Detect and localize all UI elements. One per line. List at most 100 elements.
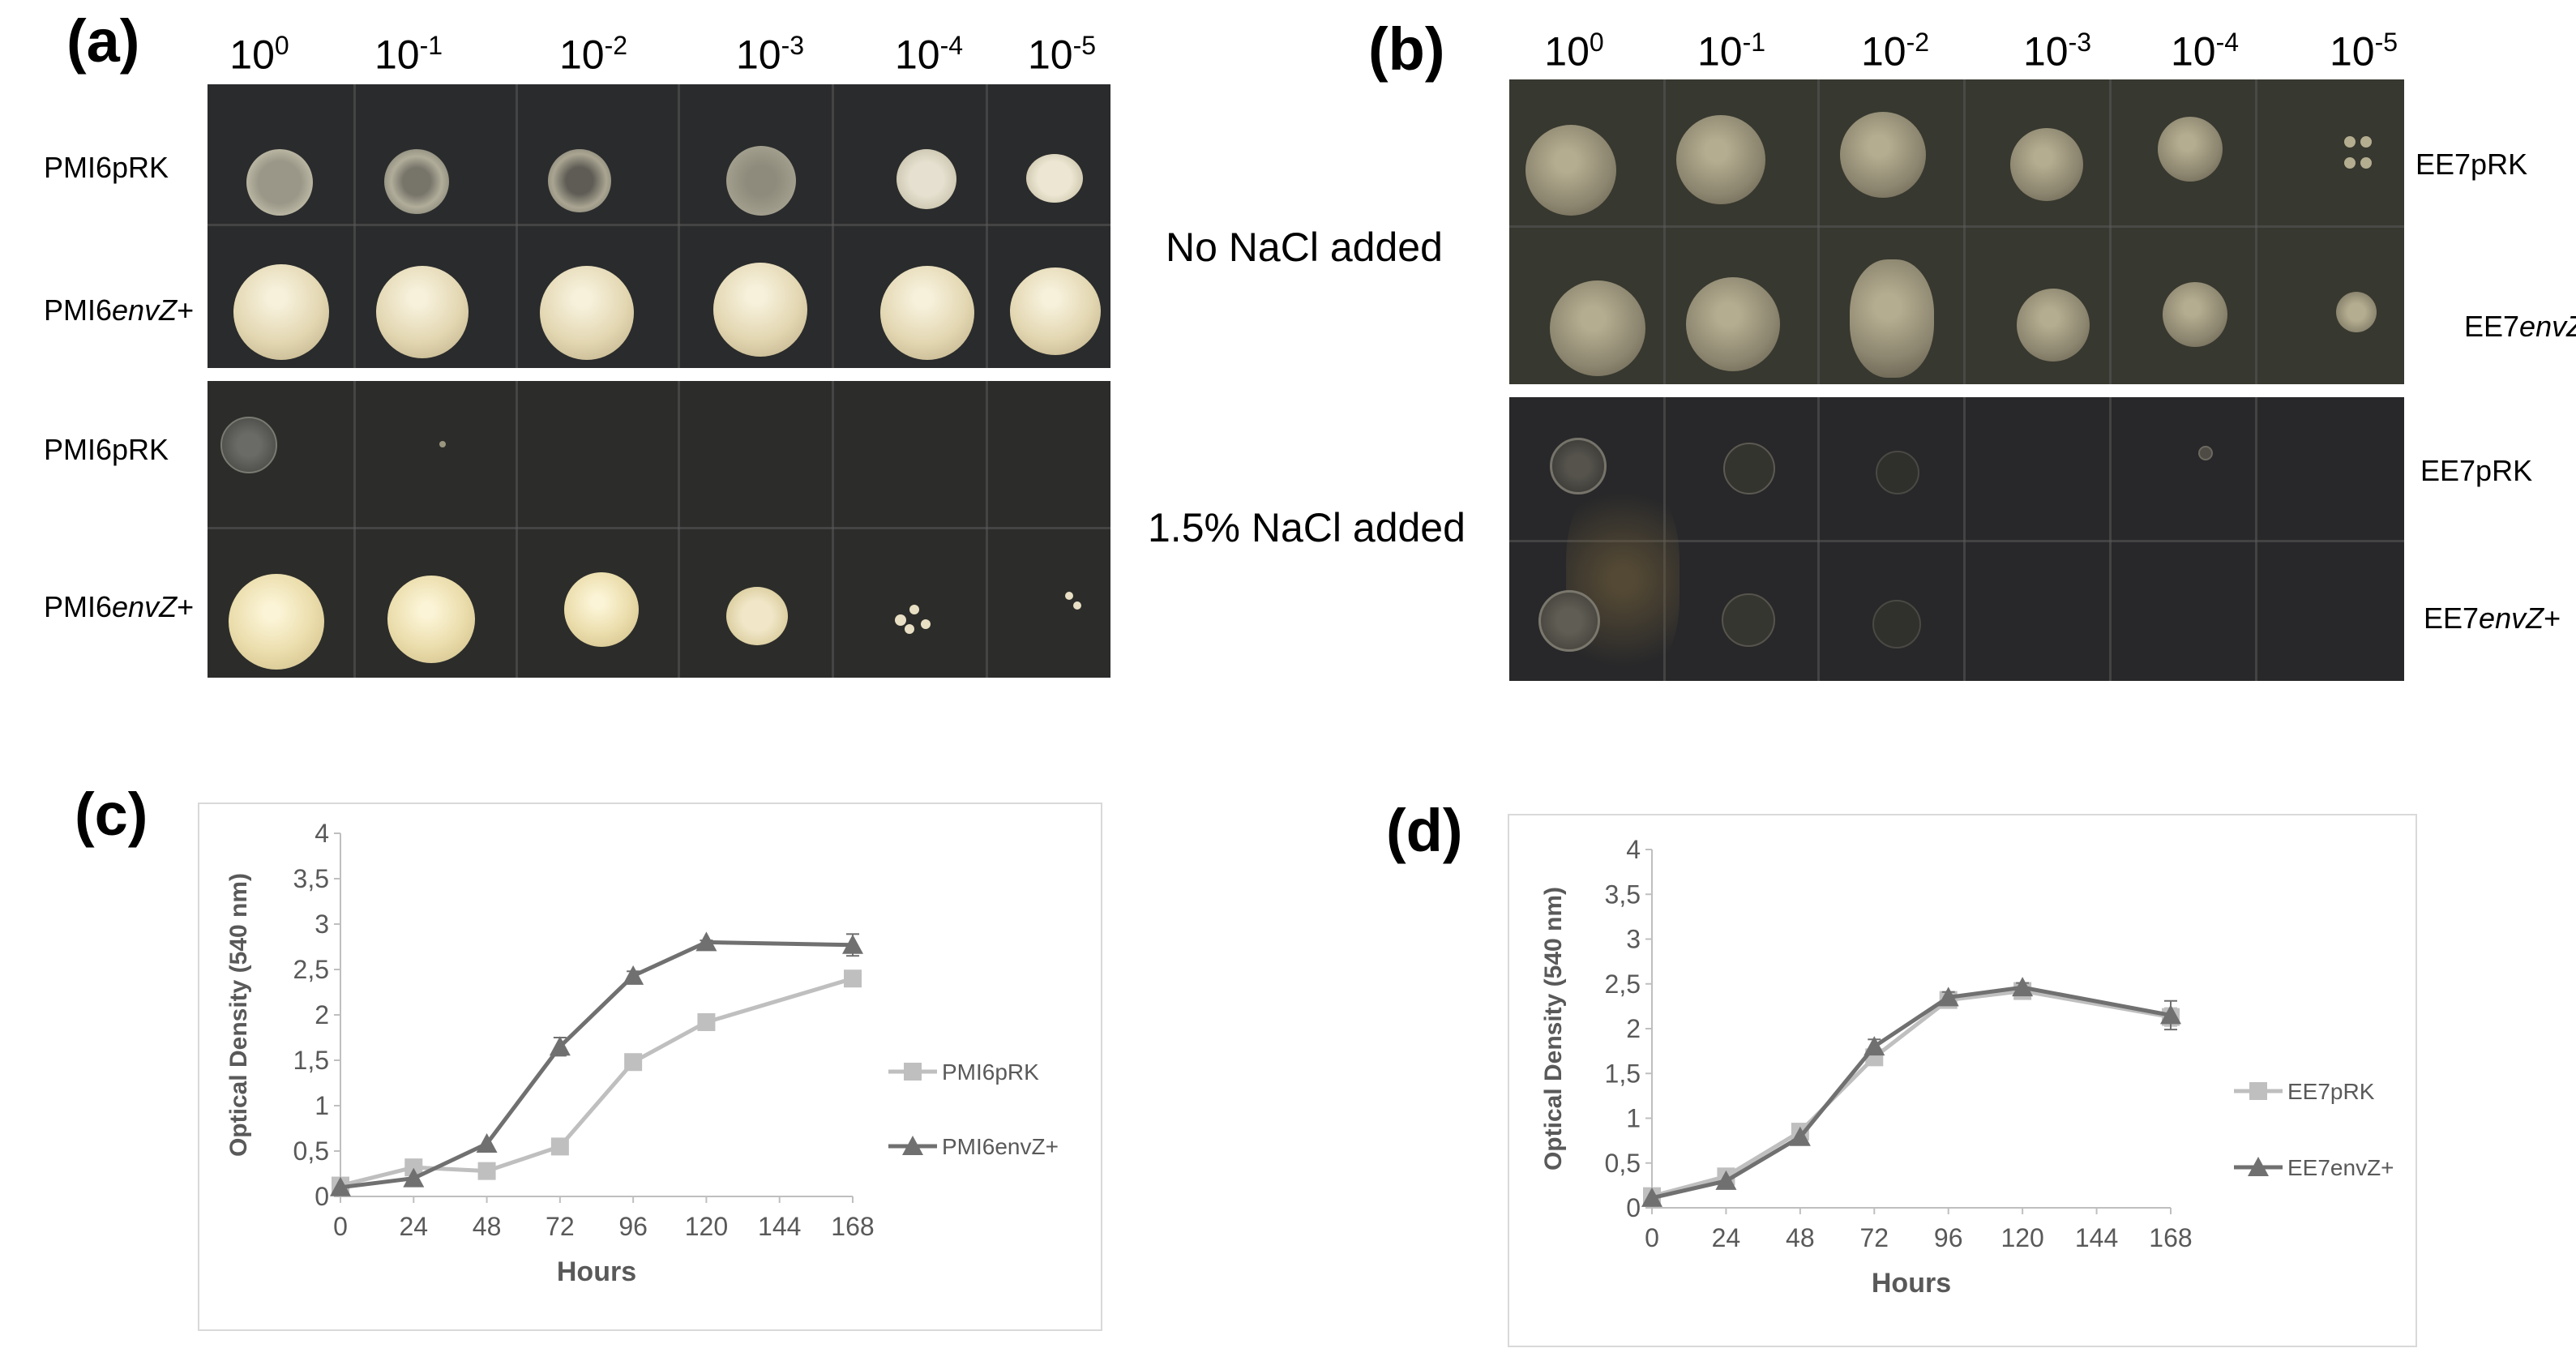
dilution-base: 10 — [558, 32, 605, 78]
data-point-square — [904, 1063, 922, 1081]
condition-label-no-nacl: No NaCl added — [1166, 225, 1443, 270]
dilution-exponent: -5 — [2374, 28, 2398, 57]
colony-spot — [1525, 125, 1616, 216]
data-point-square — [844, 969, 862, 988]
plate-gridline — [516, 84, 518, 368]
data-point-square — [2249, 1082, 2267, 1100]
data-point-triangle — [695, 931, 717, 952]
data-point-square — [404, 1158, 423, 1177]
colony-spot — [1010, 267, 1101, 355]
dilution-base: 10 — [735, 32, 781, 78]
y-tick-label: 1 — [315, 1091, 329, 1120]
dilution-label: 10-2 — [512, 31, 674, 79]
dilution-label: 10-1 — [327, 31, 490, 79]
colony-spot — [376, 266, 469, 358]
plate-gridline — [208, 527, 1110, 529]
plate-gridline — [2109, 79, 2112, 384]
chart-d-frame: 0 0,5 1 1,5 2 2,5 3 3,5 4 0 24 48 72 96 120 144 168 Hours… — [1508, 814, 2417, 1347]
colony-spot — [921, 619, 931, 629]
dilution-base: 10 — [1860, 28, 1906, 75]
dilution-exponent: 0 — [274, 31, 289, 60]
data-point-triangle — [1864, 1036, 1885, 1056]
dilution-exponent: -1 — [1742, 28, 1766, 57]
strain-label: EE7pRK — [2416, 148, 2527, 182]
legend-label: EE7envZ+ — [2287, 1155, 2394, 1180]
x-tick-label: 96 — [1934, 1223, 1963, 1252]
colony-spot — [548, 149, 611, 212]
colony-spot — [1676, 115, 1765, 204]
plate-gridline — [2255, 79, 2257, 384]
y-tick-label: 0 — [315, 1182, 329, 1211]
strain-suffix: pRK — [112, 151, 169, 184]
colony-spot — [2360, 136, 2372, 148]
data-point-triangle — [476, 1133, 498, 1153]
colony-spot — [1550, 438, 1607, 494]
y-axis-title: Optical Density (540 nm) — [1540, 887, 1567, 1171]
y-tick-label: 2 — [315, 1000, 329, 1029]
y-tick-label: 1 — [1626, 1104, 1641, 1133]
dilution-label: 10-1 — [1650, 28, 1812, 75]
plate-b-no-nacl — [1509, 79, 2404, 384]
colony-spot — [896, 149, 956, 209]
strain-prefix: PMI6 — [44, 590, 113, 623]
data-point-triangle — [403, 1167, 425, 1188]
growth-curve-chart-d: 0 0,5 1 1,5 2 2,5 3 3,5 4 0 24 48 72 96 120 144 168 Hours… — [1540, 835, 2394, 1299]
plate-a-nacl — [208, 381, 1110, 678]
dilution-label: 10-2 — [1814, 28, 1976, 75]
plate-gridline — [678, 84, 680, 368]
strain-gene: envZ — [112, 293, 178, 327]
strain-gene: envZ — [2479, 601, 2544, 635]
data-point-square — [624, 1053, 643, 1072]
y-tick-label: 3,5 — [293, 864, 329, 893]
panel-c-letter: (c) — [75, 781, 148, 848]
colony-spot — [2344, 157, 2356, 169]
colony-spot — [233, 264, 329, 360]
strain-suffix: pRK — [2475, 454, 2533, 487]
colony-spot — [880, 266, 974, 360]
x-tick-label: 168 — [831, 1212, 874, 1241]
colony-spot — [1722, 593, 1775, 647]
dilution-base: 10 — [2022, 28, 2069, 75]
x-tick-label: 0 — [1645, 1223, 1659, 1252]
colony-spot — [726, 587, 788, 645]
plate-gridline — [208, 224, 1110, 226]
y-tick-label: 0,5 — [293, 1136, 329, 1166]
dilution-label: 100 — [1493, 28, 1655, 75]
dilution-label: 100 — [178, 31, 340, 79]
dilution-exponent: -3 — [2068, 28, 2092, 57]
condition-label-nacl: 1.5% NaCl added — [1148, 505, 1466, 550]
strain-gene: envZ — [2519, 310, 2576, 343]
data-point-triangle — [1641, 1187, 1662, 1207]
colony-spot — [1065, 592, 1073, 600]
data-point-triangle — [1937, 987, 1959, 1007]
strain-label: PMI6envZ+ — [44, 293, 194, 327]
colony-spot — [1850, 259, 1934, 378]
colony-spot — [2198, 446, 2213, 460]
dilution-base: 10 — [2170, 28, 2216, 75]
dilution-label: 10-3 — [1976, 28, 2138, 75]
colony-spot — [439, 441, 446, 447]
x-tick-label: 72 — [1859, 1223, 1889, 1252]
y-tick-label: 1,5 — [293, 1046, 329, 1075]
strain-label: PMI6pRK — [44, 151, 169, 185]
plate-gridline — [1663, 79, 1666, 384]
plate-gridline — [353, 84, 356, 368]
legend-label: PMI6envZ+ — [942, 1134, 1059, 1159]
y-tick-label: 3,5 — [1605, 880, 1641, 909]
legend-label: PMI6pRK — [942, 1059, 1039, 1085]
colony-spot — [895, 614, 906, 626]
dilution-base: 10 — [229, 32, 275, 78]
strain-prefix: EE7 — [2424, 601, 2480, 635]
colony-spot — [1073, 601, 1081, 610]
dilution-exponent: -2 — [604, 31, 628, 60]
data-point-triangle — [623, 965, 644, 985]
strain-label: EE7pRK — [2420, 454, 2532, 488]
colony-spot — [905, 624, 914, 634]
data-point-triangle — [1715, 1170, 1737, 1190]
dilution-exponent: -4 — [939, 31, 964, 60]
strain-prefix: PMI6 — [44, 433, 113, 466]
x-tick-label: 120 — [685, 1212, 728, 1241]
y-tick-label: 2 — [1626, 1014, 1641, 1043]
x-tick-label: 120 — [2000, 1223, 2043, 1252]
x-tick-label: 144 — [2075, 1223, 2118, 1252]
